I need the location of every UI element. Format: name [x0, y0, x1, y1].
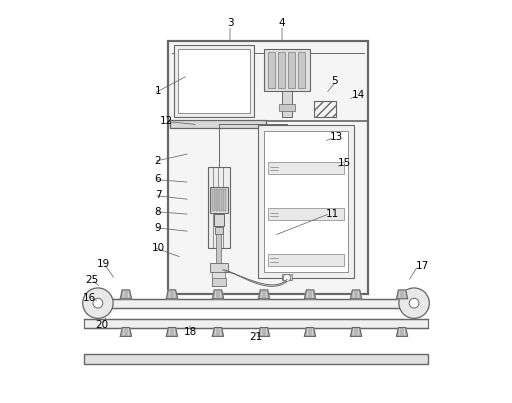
- Circle shape: [409, 298, 419, 308]
- Bar: [174, 46, 254, 117]
- Polygon shape: [212, 290, 224, 299]
- Text: 12: 12: [159, 116, 173, 127]
- Polygon shape: [166, 290, 178, 299]
- Text: 1: 1: [155, 86, 161, 96]
- Bar: [210, 263, 228, 272]
- Bar: [282, 91, 292, 117]
- Bar: [84, 353, 428, 364]
- Bar: [212, 189, 215, 211]
- Text: 11: 11: [326, 208, 338, 218]
- Bar: [264, 49, 310, 91]
- Bar: [288, 52, 295, 87]
- Bar: [212, 272, 225, 286]
- Bar: [279, 104, 295, 111]
- Text: 13: 13: [329, 133, 343, 143]
- Polygon shape: [212, 328, 224, 337]
- Bar: [314, 101, 336, 117]
- Polygon shape: [259, 290, 270, 299]
- Bar: [268, 253, 344, 266]
- Bar: [214, 214, 224, 226]
- Text: 18: 18: [183, 326, 197, 337]
- Text: 14: 14: [351, 90, 365, 100]
- Polygon shape: [305, 328, 315, 337]
- Bar: [217, 235, 221, 286]
- Bar: [208, 168, 230, 248]
- Text: 17: 17: [415, 260, 429, 270]
- Text: 19: 19: [97, 259, 111, 268]
- Polygon shape: [120, 328, 132, 337]
- Bar: [268, 162, 344, 174]
- Bar: [168, 42, 368, 293]
- Bar: [258, 125, 354, 278]
- Text: 4: 4: [279, 19, 285, 28]
- Text: 6: 6: [155, 174, 161, 185]
- Text: 7: 7: [155, 191, 161, 201]
- Circle shape: [283, 274, 290, 282]
- Bar: [211, 278, 226, 286]
- Text: 2: 2: [155, 156, 161, 166]
- Bar: [210, 187, 228, 213]
- Text: 25: 25: [86, 274, 98, 285]
- Polygon shape: [350, 328, 361, 337]
- Bar: [216, 189, 219, 211]
- Bar: [223, 189, 226, 211]
- Polygon shape: [259, 328, 270, 337]
- Polygon shape: [396, 328, 408, 337]
- Bar: [170, 120, 266, 128]
- Bar: [178, 50, 250, 113]
- Text: 16: 16: [83, 293, 97, 303]
- Polygon shape: [120, 290, 132, 299]
- Polygon shape: [396, 290, 408, 299]
- Bar: [298, 52, 305, 87]
- Text: 20: 20: [95, 320, 109, 330]
- Text: 3: 3: [227, 19, 233, 28]
- Polygon shape: [305, 290, 315, 299]
- Text: 5: 5: [331, 77, 337, 86]
- Text: 8: 8: [155, 206, 161, 216]
- Circle shape: [399, 288, 429, 318]
- Bar: [219, 189, 222, 211]
- Bar: [84, 299, 428, 307]
- Bar: [264, 131, 348, 272]
- Circle shape: [83, 288, 113, 318]
- Bar: [278, 52, 285, 87]
- Text: 9: 9: [155, 222, 161, 233]
- Text: 21: 21: [249, 332, 263, 342]
- Circle shape: [93, 298, 103, 308]
- Text: 15: 15: [337, 158, 351, 168]
- Text: 10: 10: [152, 243, 164, 253]
- Bar: [268, 208, 344, 220]
- Bar: [84, 319, 428, 328]
- Bar: [282, 274, 292, 280]
- Bar: [268, 52, 275, 87]
- Bar: [215, 227, 223, 235]
- Polygon shape: [166, 328, 178, 337]
- Polygon shape: [350, 290, 361, 299]
